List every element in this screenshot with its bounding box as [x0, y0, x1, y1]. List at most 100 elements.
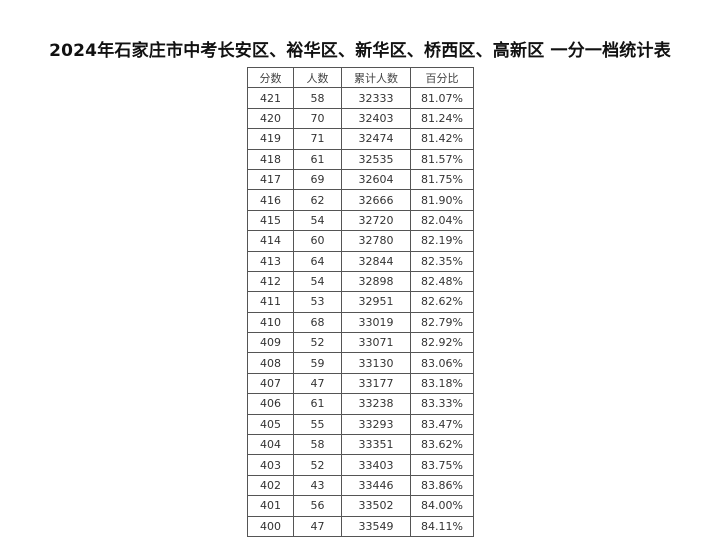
cell-percent: 81.57% — [410, 148, 474, 170]
table-header-row: 分数 人数 累计人数 百分比 — [247, 66, 474, 89]
cell-count: 69 — [293, 168, 342, 191]
cell-cumulative: 33130 — [341, 352, 411, 374]
cell-count: 60 — [293, 230, 342, 252]
table-row: 403 52 33403 83.75% — [247, 454, 474, 476]
cell-count: 55 — [293, 413, 342, 436]
table-row: 405 55 33293 83.47% — [247, 413, 474, 436]
page-title: 2024年石家庄市中考长安区、裕华区、新华区、桥西区、高新区 一分一档统计表 — [49, 41, 671, 61]
cell-count: 47 — [293, 515, 342, 537]
cell-percent: 83.75% — [410, 454, 474, 476]
cell-percent: 81.42% — [410, 128, 474, 150]
cell-cumulative: 32844 — [341, 250, 411, 272]
cell-cumulative: 33071 — [341, 332, 411, 354]
cell-percent: 81.75% — [410, 168, 474, 191]
cell-score: 400 — [247, 515, 294, 537]
table-row: 400 47 33549 84.11% — [247, 515, 474, 537]
cell-count: 64 — [293, 250, 342, 272]
cell-percent: 82.48% — [410, 270, 474, 293]
cell-score: 411 — [247, 291, 294, 313]
cell-count: 62 — [293, 189, 342, 211]
table-row: 402 43 33446 83.86% — [247, 474, 474, 497]
score-table: 分数 人数 累计人数 百分比 421 58 32333 81.07% 420 70 32403 81… — [247, 66, 474, 537]
cell-percent: 84.00% — [410, 495, 474, 517]
table-row: 406 61 33238 83.33% — [247, 393, 474, 415]
cell-score: 403 — [247, 454, 294, 476]
cell-count: 54 — [293, 209, 342, 232]
table-row: 418 61 32535 81.57% — [247, 148, 474, 170]
table-row: 412 54 32898 82.48% — [247, 270, 474, 293]
cell-percent: 83.33% — [410, 393, 474, 415]
table-row: 414 60 32780 82.19% — [247, 230, 474, 252]
cell-cumulative: 32666 — [341, 189, 411, 211]
cell-percent: 81.24% — [410, 107, 474, 130]
cell-cumulative: 32898 — [341, 270, 411, 293]
cell-cumulative: 32951 — [341, 291, 411, 313]
cell-count: 56 — [293, 495, 342, 517]
cell-cumulative: 32403 — [341, 107, 411, 130]
cell-cumulative: 32474 — [341, 128, 411, 150]
cell-count: 54 — [293, 270, 342, 293]
cell-percent: 83.47% — [410, 413, 474, 436]
table-row: 401 56 33502 84.00% — [247, 495, 474, 517]
cell-percent: 82.19% — [410, 230, 474, 252]
cell-count: 52 — [293, 454, 342, 476]
cell-percent: 81.90% — [410, 189, 474, 211]
table-row: 407 47 33177 83.18% — [247, 372, 474, 395]
cell-cumulative: 33549 — [341, 515, 411, 537]
cell-score: 418 — [247, 148, 294, 170]
cell-percent: 83.86% — [410, 474, 474, 497]
cell-percent: 83.18% — [410, 372, 474, 395]
cell-cumulative: 33446 — [341, 474, 411, 497]
header-score: 分数 — [247, 66, 294, 89]
cell-count: 70 — [293, 107, 342, 130]
cell-count: 58 — [293, 434, 342, 456]
table-row: 404 58 33351 83.62% — [247, 434, 474, 456]
table-row: 420 70 32403 81.24% — [247, 107, 474, 130]
table-row: 410 68 33019 82.79% — [247, 311, 474, 334]
cell-cumulative: 32720 — [341, 209, 411, 232]
cell-cumulative: 32604 — [341, 168, 411, 191]
cell-score: 408 — [247, 352, 294, 374]
cell-score: 415 — [247, 209, 294, 232]
table-row: 411 53 32951 82.62% — [247, 291, 474, 313]
cell-score: 417 — [247, 168, 294, 191]
cell-count: 61 — [293, 393, 342, 415]
header-count: 人数 — [293, 66, 342, 89]
cell-cumulative: 33019 — [341, 311, 411, 334]
table-row: 413 64 32844 82.35% — [247, 250, 474, 272]
cell-cumulative: 33502 — [341, 495, 411, 517]
header-percent: 百分比 — [410, 66, 474, 89]
cell-cumulative: 33403 — [341, 454, 411, 476]
cell-score: 401 — [247, 495, 294, 517]
cell-cumulative: 33177 — [341, 372, 411, 395]
cell-score: 416 — [247, 189, 294, 211]
cell-percent: 82.04% — [410, 209, 474, 232]
cell-percent: 82.62% — [410, 291, 474, 313]
cell-score: 406 — [247, 393, 294, 415]
table-row: 419 71 32474 81.42% — [247, 128, 474, 150]
cell-score: 421 — [247, 87, 294, 109]
cell-cumulative: 33351 — [341, 434, 411, 456]
table-row: 409 52 33071 82.92% — [247, 332, 474, 354]
cell-cumulative: 32535 — [341, 148, 411, 170]
table-row: 421 58 32333 81.07% — [247, 87, 474, 109]
cell-count: 58 — [293, 87, 342, 109]
cell-count: 59 — [293, 352, 342, 374]
table-row: 416 62 32666 81.90% — [247, 189, 474, 211]
cell-score: 414 — [247, 230, 294, 252]
cell-score: 412 — [247, 270, 294, 293]
cell-score: 419 — [247, 128, 294, 150]
cell-cumulative: 32333 — [341, 87, 411, 109]
cell-score: 404 — [247, 434, 294, 456]
cell-count: 43 — [293, 474, 342, 497]
cell-cumulative: 33238 — [341, 393, 411, 415]
cell-count: 52 — [293, 332, 342, 354]
cell-score: 409 — [247, 332, 294, 354]
cell-percent: 82.92% — [410, 332, 474, 354]
cell-score: 420 — [247, 107, 294, 130]
cell-score: 405 — [247, 413, 294, 436]
header-cumulative: 累计人数 — [341, 66, 411, 89]
cell-score: 410 — [247, 311, 294, 334]
cell-score: 413 — [247, 250, 294, 272]
cell-percent: 82.35% — [410, 250, 474, 272]
